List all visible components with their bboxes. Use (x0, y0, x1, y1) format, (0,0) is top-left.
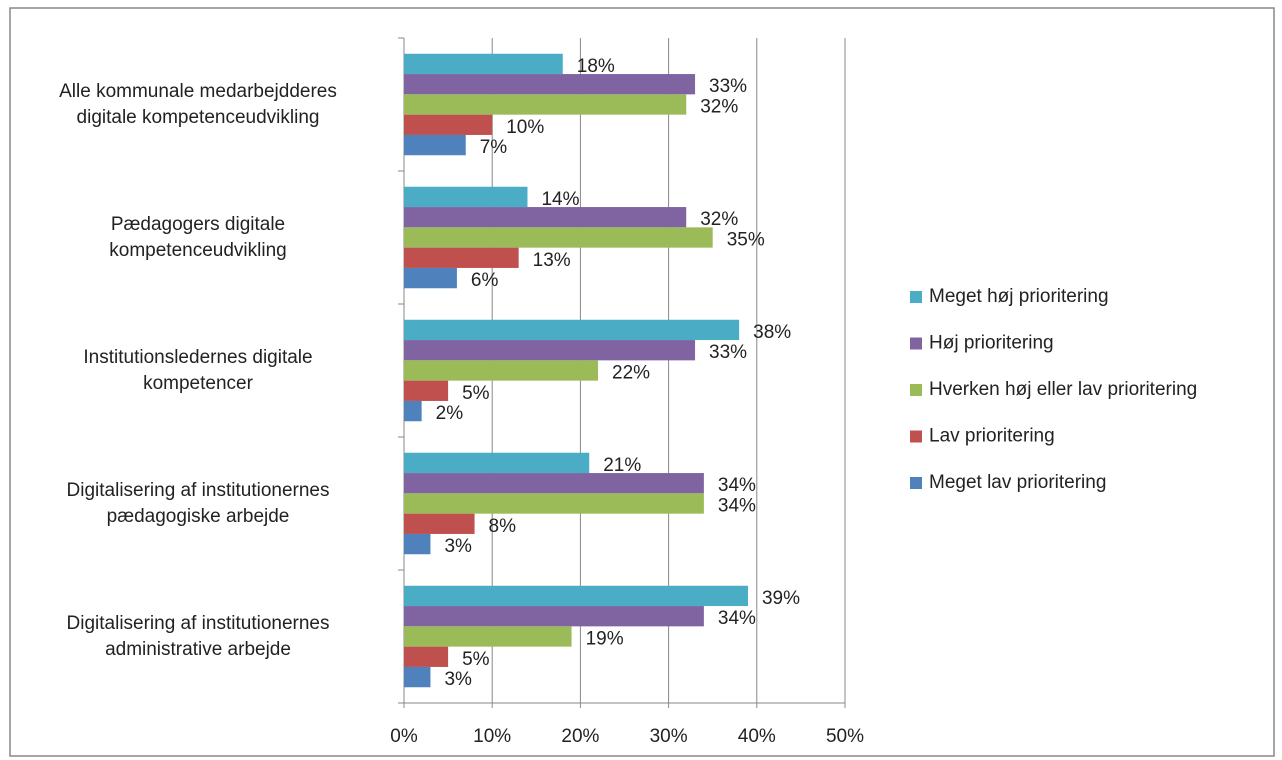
data-label: 3% (444, 669, 472, 690)
bar (404, 267, 457, 289)
data-label: 34% (718, 475, 756, 496)
x-tick-label: 50% (826, 726, 864, 747)
bar (404, 319, 740, 341)
data-label: 32% (700, 97, 738, 118)
legend-label: Høj prioritering (929, 333, 1054, 354)
bar (404, 340, 696, 361)
legend-swatch (910, 477, 922, 489)
data-label: 10% (506, 117, 544, 138)
data-label: 13% (533, 250, 571, 271)
y-tick-label: Digitalisering af institutionernes pædag… (66, 479, 330, 527)
bar (404, 626, 572, 647)
x-tick-label: 10% (473, 726, 511, 747)
bar (404, 227, 713, 248)
data-label: 19% (586, 629, 624, 650)
data-label: 39% (762, 588, 800, 609)
bar (404, 400, 422, 422)
legend-label: Lav prioritering (929, 426, 1055, 447)
y-tick-label: Institutionsledernes digitale kompetence… (83, 346, 313, 394)
bar (404, 473, 704, 494)
bar (404, 53, 563, 75)
bar (404, 646, 449, 667)
bar (404, 513, 475, 534)
data-label: 34% (718, 496, 756, 517)
x-tick-label: 20% (561, 726, 599, 747)
bar (404, 360, 599, 381)
chart-border (9, 7, 1275, 757)
bar (404, 585, 748, 607)
y-tick-label: Pædagogers digitale kompetenceudvikling (109, 213, 287, 261)
x-tick-label: 0% (390, 726, 418, 747)
legend-swatch (910, 430, 922, 443)
data-label: 14% (541, 189, 579, 210)
data-label: 38% (753, 322, 791, 343)
bar (404, 247, 519, 268)
bar (404, 74, 696, 95)
data-label: 33% (709, 76, 747, 97)
legend-label: Hverken høj eller lav prioritering (929, 379, 1197, 400)
bar (404, 493, 704, 514)
bar (404, 114, 493, 135)
data-label: 34% (718, 608, 756, 629)
bar (404, 380, 449, 401)
data-label: 3% (444, 536, 472, 557)
bar (404, 94, 687, 115)
data-label: 33% (709, 342, 747, 363)
legend-label: Meget lav prioritering (929, 472, 1106, 493)
bar (404, 533, 431, 555)
data-label: 8% (489, 516, 517, 537)
data-label: 5% (462, 383, 490, 404)
bar (404, 606, 704, 627)
legend-label: Meget høj prioritering (929, 286, 1109, 307)
data-label: 7% (480, 137, 508, 158)
y-tick-label: Alle kommunale medarbejdderes digitale k… (59, 80, 337, 128)
data-label: 6% (471, 270, 499, 291)
data-label: 18% (577, 56, 615, 77)
y-tick-label: Digitalisering af institutionernes admin… (66, 612, 330, 660)
data-label: 35% (727, 230, 765, 251)
legend-swatch (910, 384, 922, 396)
legend-swatch (910, 291, 922, 303)
data-label: 5% (462, 649, 490, 670)
data-label: 32% (700, 209, 738, 230)
data-label: 2% (436, 403, 464, 424)
bar (404, 134, 466, 156)
bar (404, 666, 431, 688)
data-label: 22% (612, 363, 650, 384)
x-tick-label: 30% (650, 726, 688, 747)
bar (404, 186, 528, 208)
data-label: 21% (603, 455, 641, 476)
x-tick-label: 40% (738, 726, 776, 747)
legend-swatch (910, 337, 922, 350)
bar (404, 207, 687, 228)
bar (404, 452, 590, 474)
